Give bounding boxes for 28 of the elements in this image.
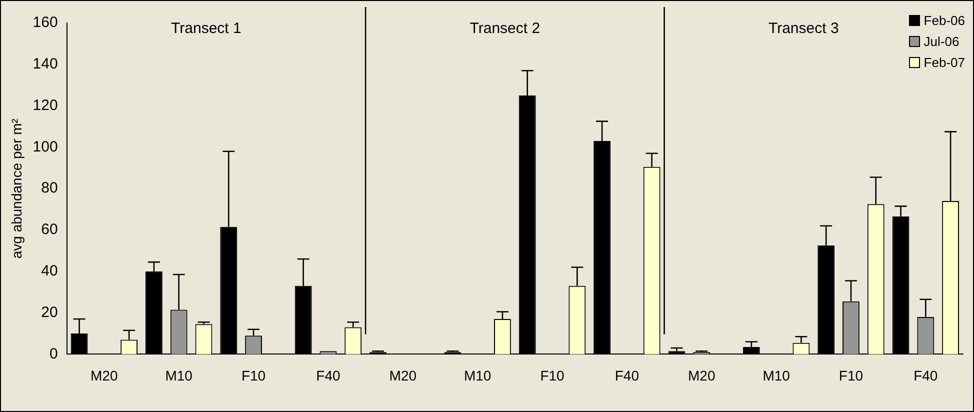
x-tick-label: M10 (464, 367, 492, 384)
x-tick-label: M20 (90, 367, 118, 384)
x-tick-label: F40 (316, 367, 340, 384)
y-tick-label: 160 (32, 14, 58, 32)
y-tick-label: 40 (41, 262, 58, 280)
y-axis-title: avg abundance per m² (8, 118, 24, 259)
x-tick-label: F40 (914, 367, 938, 384)
x-tick-label: F10 (241, 367, 266, 384)
x-tick-label: M20 (389, 367, 417, 384)
annotation: Transect 1 (171, 20, 242, 38)
x-tick-label: F10 (540, 367, 565, 384)
x-tick-label: M10 (762, 367, 790, 384)
y-tick-label: 20 (41, 304, 58, 321)
annotation: Transect 3 (768, 20, 839, 38)
x-tick-label: M20 (688, 367, 716, 384)
x-tick-label: M10 (165, 367, 193, 384)
legend-label: Jul-06 (924, 34, 960, 49)
y-tick-label: 120 (32, 96, 58, 114)
y-tick-label: 60 (41, 221, 58, 238)
y-tick-label: 0 (49, 345, 58, 362)
y-tick-label: 140 (32, 56, 58, 73)
x-tick-label: F10 (838, 367, 864, 384)
y-tick-label: 80 (41, 180, 58, 197)
x-tick-label: F40 (614, 367, 640, 384)
annotation: Transect 2 (470, 20, 540, 38)
legend-label: Feb-07 (924, 55, 965, 70)
legend-label: Feb-06 (924, 13, 965, 28)
y-tick-label: 100 (32, 138, 58, 156)
